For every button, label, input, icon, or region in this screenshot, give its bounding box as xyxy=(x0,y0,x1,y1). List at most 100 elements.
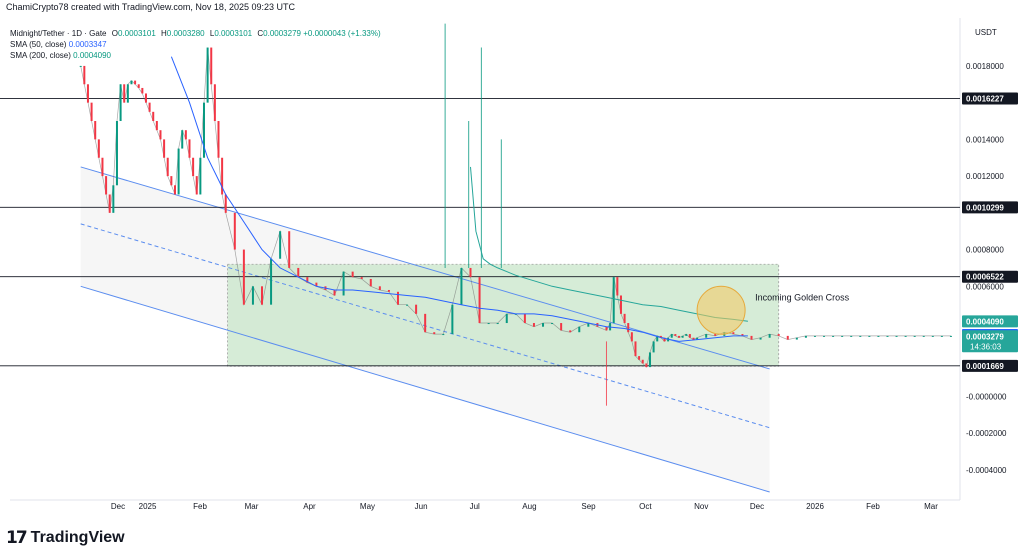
candle xyxy=(221,157,224,195)
legend-row-price: Midnight/Tether · 1D · Gate O0.0003101 H… xyxy=(10,28,381,39)
candle xyxy=(166,157,169,177)
x-tick-label: Sep xyxy=(581,502,596,511)
candle xyxy=(97,139,100,158)
legend-row-sma200[interactable]: SMA (200, close) 0.0004090 xyxy=(10,50,381,61)
annotation-golden-cross[interactable]: Incoming Golden Cross xyxy=(755,292,850,302)
candle xyxy=(134,80,137,85)
candle xyxy=(832,335,835,337)
candle xyxy=(199,157,202,195)
y-tick-label: -0.0002000 xyxy=(966,429,1007,438)
candle xyxy=(369,278,372,287)
level-label-text[interactable]: 0.0001669 xyxy=(966,362,1004,371)
candle xyxy=(192,157,195,177)
candle xyxy=(931,335,934,337)
currency-label[interactable]: USDT xyxy=(975,28,997,37)
candle xyxy=(144,93,147,103)
y-tick-label: 0.0018000 xyxy=(966,62,1004,71)
ohlc-low-value: 0.0003101 xyxy=(214,29,253,38)
candle xyxy=(130,80,133,85)
candle xyxy=(659,335,662,338)
level-label-box xyxy=(962,201,1018,214)
ohlc-high-value: 0.0003280 xyxy=(166,29,205,38)
sma50-label: SMA (50, close) xyxy=(10,40,67,49)
level-label-box xyxy=(962,270,1018,283)
level-label-text[interactable]: 0.0006522 xyxy=(966,273,1004,282)
candle xyxy=(623,313,626,324)
candle xyxy=(224,194,227,213)
x-tick-label: Dec xyxy=(111,502,125,511)
candle xyxy=(202,102,205,158)
channel-lower-line[interactable] xyxy=(80,285,770,493)
candle xyxy=(619,295,622,314)
candle xyxy=(868,335,871,337)
level-label-text[interactable]: 0.0010299 xyxy=(966,203,1004,212)
price-series-line[interactable] xyxy=(80,47,951,368)
candle xyxy=(648,352,651,368)
symbol-label[interactable]: Midnight/Tether · 1D · Gate xyxy=(10,29,107,38)
candle xyxy=(578,326,581,333)
level-label-text[interactable]: 0.0016227 xyxy=(966,94,1004,103)
candle xyxy=(163,139,166,158)
y-tick-label: 0.0012000 xyxy=(966,172,1004,181)
candle xyxy=(922,335,925,337)
golden-cross-highlight[interactable] xyxy=(696,285,746,335)
candle xyxy=(841,335,844,337)
accumulation-zone[interactable] xyxy=(227,263,780,367)
countdown-label-text: 14:36:03 xyxy=(970,342,1002,351)
candle xyxy=(705,334,708,338)
brand-logo: 17 TradingView xyxy=(6,528,125,548)
sma50-line[interactable] xyxy=(170,56,748,342)
candle xyxy=(641,359,644,364)
x-tick-label: Dec xyxy=(750,502,764,511)
legend-row-sma50[interactable]: SMA (50, close) 0.0003347 xyxy=(10,39,381,50)
ohlc-close-value: 0.0003279 xyxy=(263,29,301,38)
candle xyxy=(741,334,744,336)
candle xyxy=(732,332,735,335)
candle xyxy=(670,334,673,338)
candle xyxy=(242,249,245,305)
candle xyxy=(119,84,122,122)
candle xyxy=(217,121,220,158)
candle xyxy=(804,335,807,338)
channel-upper-line[interactable] xyxy=(80,166,770,370)
sma200-value: 0.0004090 xyxy=(73,51,111,60)
candle xyxy=(505,313,508,324)
candle xyxy=(333,289,336,296)
candle xyxy=(656,335,659,342)
candle xyxy=(155,121,158,131)
candle xyxy=(378,286,381,290)
candle xyxy=(137,84,140,88)
candle xyxy=(940,335,943,337)
candle xyxy=(795,337,798,340)
x-tick-label: May xyxy=(360,502,375,511)
candle xyxy=(904,335,907,337)
y-tick-label: -0.0000000 xyxy=(966,392,1007,401)
candle xyxy=(630,332,633,342)
price-label-text[interactable]: 0.0003279 xyxy=(966,332,1004,341)
candle xyxy=(645,363,648,368)
candle xyxy=(251,286,254,305)
candle xyxy=(112,185,115,213)
candle xyxy=(714,334,717,336)
x-tick-label: Mar xyxy=(924,502,938,511)
x-tick-label: Feb xyxy=(866,502,880,511)
x-tick-label: Feb xyxy=(193,502,207,511)
candle xyxy=(360,277,363,279)
chart-legend: Midnight/Tether · 1D · Gate O0.0003101 H… xyxy=(10,28,381,61)
x-tick-label: Oct xyxy=(639,502,652,511)
price-label-text[interactable]: 0.0004090 xyxy=(966,317,1004,326)
x-tick-label: 2025 xyxy=(139,502,157,511)
candle xyxy=(542,323,545,327)
candle xyxy=(886,335,889,337)
candle xyxy=(674,334,677,336)
price-label-box xyxy=(962,315,1018,328)
candle xyxy=(126,84,129,103)
candle xyxy=(768,334,771,338)
ohlc-open-key: O xyxy=(111,29,118,38)
candle xyxy=(173,185,176,195)
candle xyxy=(415,304,418,314)
candle xyxy=(551,323,554,325)
candle xyxy=(406,304,409,306)
candle xyxy=(850,335,853,337)
